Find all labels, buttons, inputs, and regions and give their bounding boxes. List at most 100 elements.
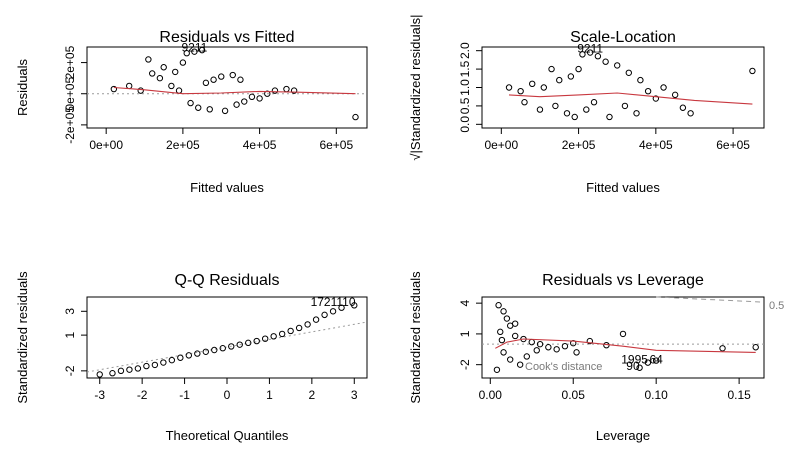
plot-title: Residuals vs Fitted	[159, 29, 294, 46]
data-point	[283, 85, 290, 93]
y-tick-label: 2.0	[458, 42, 472, 59]
panel-rvf: Residuals vs Fitted Fitted values Residual…	[15, 29, 368, 195]
data-point	[752, 344, 759, 351]
data-point	[497, 328, 504, 336]
data-point	[191, 48, 198, 55]
data-point	[652, 357, 660, 364]
data-point	[338, 304, 345, 311]
data-point	[575, 65, 582, 73]
data-point	[583, 106, 590, 113]
data-point	[290, 87, 298, 94]
data-point	[495, 302, 502, 309]
x-tick-label: 0	[224, 388, 231, 402]
data-point	[117, 367, 125, 375]
x-axis-label: Fitted values	[586, 180, 660, 195]
x-axis-label: Fitted values	[190, 180, 264, 195]
x-tick-label: 0.05	[562, 388, 586, 402]
data-point	[160, 359, 167, 366]
y-tick-label: 1.5	[458, 60, 472, 77]
y-axis-label: Standardized residuals	[408, 271, 423, 404]
data-point	[660, 84, 667, 91]
data-point	[529, 80, 536, 88]
data-point	[149, 70, 156, 77]
data-point	[218, 73, 225, 80]
data-point	[637, 76, 644, 84]
x-tick-label: 3	[351, 388, 358, 402]
x-tick-label: 2	[309, 388, 316, 402]
x-tick-label: 2e+05	[562, 138, 596, 152]
data-point	[236, 341, 243, 348]
data-point	[202, 348, 209, 355]
data-point	[151, 361, 159, 369]
data-point	[498, 336, 506, 344]
data-point	[517, 87, 524, 95]
data-point	[540, 84, 548, 91]
y-tick-label: 4	[458, 299, 472, 306]
data-point	[145, 56, 152, 63]
point-annotation: 1995	[621, 353, 648, 367]
data-point	[304, 321, 311, 328]
y-tick-label: 2e+05	[63, 45, 77, 79]
data-point	[237, 76, 244, 83]
x-tick-label: -1	[179, 388, 190, 402]
x-tick-label: 6e+05	[319, 138, 353, 152]
data-point	[521, 99, 528, 106]
data-point	[644, 87, 652, 95]
cooks-distance-contour	[656, 296, 765, 303]
plot-frame	[481, 296, 765, 379]
data-point	[500, 308, 507, 315]
data-point	[493, 366, 501, 373]
y-tick-label: -2	[458, 359, 472, 370]
qq-reference-line	[86, 321, 368, 373]
data-point	[533, 347, 540, 354]
data-point	[719, 345, 726, 352]
data-point	[270, 333, 277, 340]
data-point	[187, 99, 194, 107]
x-tick-label: 0.00	[479, 388, 503, 402]
point-annotation: 1721110	[311, 295, 356, 309]
x-tick-label: -2	[137, 388, 148, 402]
data-point	[749, 67, 756, 75]
plot-frame	[86, 46, 368, 129]
plot-title: Q-Q Residuals	[175, 272, 280, 289]
x-tick-label: 0.10	[644, 388, 668, 402]
data-point	[168, 356, 176, 364]
data-point	[185, 352, 193, 359]
data-point	[177, 354, 184, 361]
data-point	[211, 346, 218, 354]
x-tick-label: -3	[94, 388, 105, 402]
y-tick-label: 0.0	[458, 116, 472, 133]
data-point	[619, 330, 627, 338]
data-point	[172, 68, 179, 76]
plot-frame	[86, 296, 368, 379]
data-point	[321, 311, 328, 319]
data-point	[652, 95, 660, 102]
smoother-line	[508, 92, 753, 105]
data-point	[195, 104, 202, 111]
data-point	[579, 51, 586, 58]
data-point	[625, 69, 632, 76]
y-tick-label: 1	[63, 331, 77, 338]
plot-frame	[481, 46, 765, 129]
data-point	[329, 308, 337, 315]
data-point	[606, 113, 613, 121]
y-axis-label: √|Standardized residuals|	[408, 14, 423, 160]
data-point	[602, 58, 609, 65]
data-point	[125, 82, 133, 90]
data-point	[644, 359, 652, 366]
x-tick-label: 0e+00	[89, 138, 123, 152]
data-point	[536, 106, 544, 113]
y-tick-label: 1.0	[458, 79, 472, 96]
data-point	[590, 99, 598, 106]
point-annotation: 64	[649, 353, 663, 367]
data-point	[500, 349, 507, 356]
x-tick-label: 6e+05	[716, 138, 750, 152]
data-point	[206, 106, 213, 113]
data-point	[548, 65, 555, 73]
data-point	[636, 364, 643, 371]
data-point	[256, 95, 263, 102]
data-point	[219, 345, 226, 352]
y-axis-label: Standardized residuals	[15, 271, 30, 404]
x-tick-label: 4e+05	[639, 138, 673, 152]
plot-title: Scale-Location	[570, 29, 676, 46]
